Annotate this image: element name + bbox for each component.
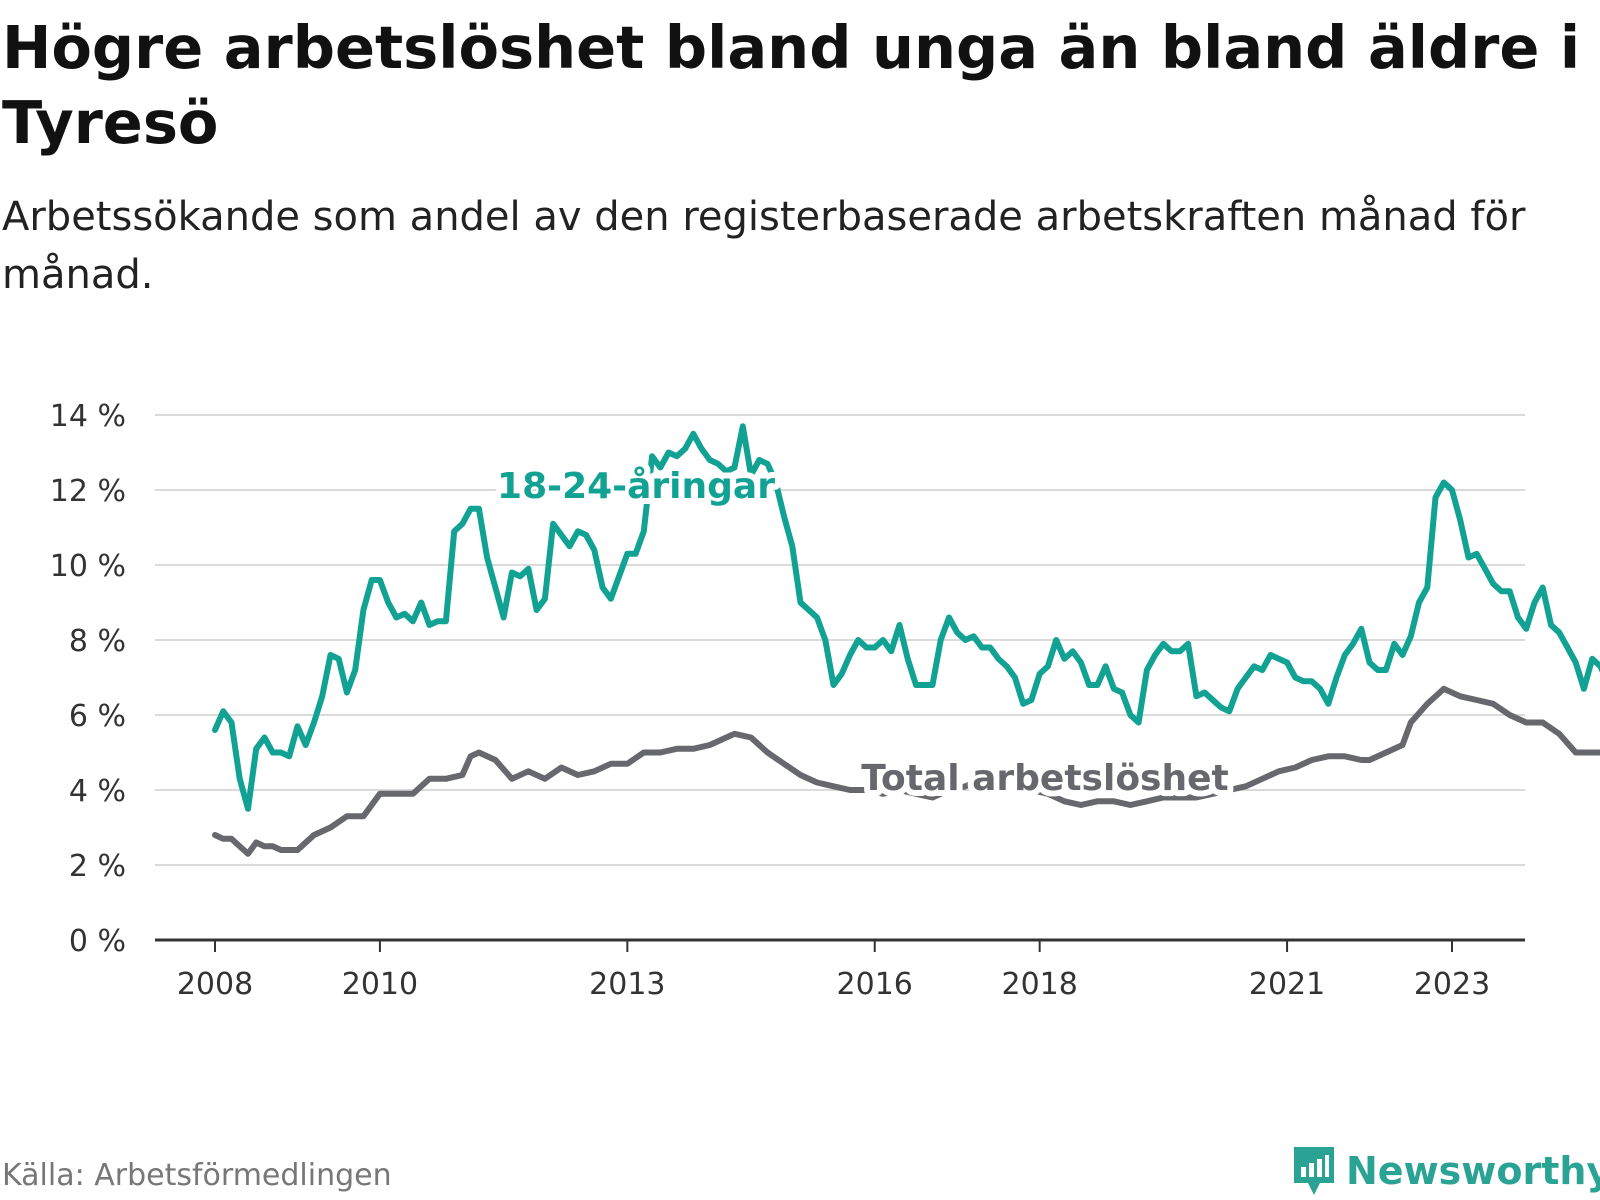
x-tick-label: 2018 — [1001, 967, 1077, 1002]
x-tick-label: 2013 — [589, 967, 665, 1002]
brand-name: Newsworthy — [1346, 1149, 1600, 1193]
y-tick-label: 0 % — [69, 924, 126, 959]
y-tick-label: 14 % — [50, 399, 126, 434]
x-tick-label: 2021 — [1249, 967, 1325, 1002]
x-tick-label: 2023 — [1414, 967, 1490, 1002]
x-tick-label: 2008 — [177, 967, 253, 1002]
y-tick-label: 2 % — [69, 849, 126, 884]
page-title: Högre arbetslöshet bland unga än bland ä… — [2, 13, 1581, 157]
y-tick-label: 6 % — [69, 699, 126, 734]
newsworthy-logo: Newsworthy — [1290, 1143, 1600, 1199]
chart-subtitle: Arbetssökande som andel av den registerb… — [2, 194, 1526, 298]
y-axis: 0 % 2 % 4 % 6 % 8 % 10 % 12 % 14 % — [50, 399, 126, 959]
annotation-youth: 18-24-åringar — [497, 466, 775, 507]
line-chart: 0 % 2 % 4 % 6 % 8 % 10 % 12 % 14 % 2008 2010 2013… — [50, 399, 1600, 1002]
y-tick-label: 10 % — [50, 549, 126, 584]
source-note: Källa: Arbetsförmedlingen — [2, 1158, 392, 1193]
newsworthy-icon — [1294, 1147, 1334, 1195]
y-tick-label: 12 % — [50, 474, 126, 509]
y-tick-label: 4 % — [69, 774, 126, 809]
series-line-total — [212, 685, 1600, 857]
y-tick-label: 8 % — [69, 624, 126, 659]
annotation-total: Total arbetslöshet — [861, 758, 1229, 799]
series-line-youth — [212, 423, 1600, 812]
x-tick-label: 2010 — [342, 967, 418, 1002]
series-lines — [212, 423, 1600, 857]
x-tick-label: 2016 — [837, 967, 913, 1002]
x-axis: 2008 2010 2013 2016 2018 2021 2023 — [155, 938, 1525, 1002]
